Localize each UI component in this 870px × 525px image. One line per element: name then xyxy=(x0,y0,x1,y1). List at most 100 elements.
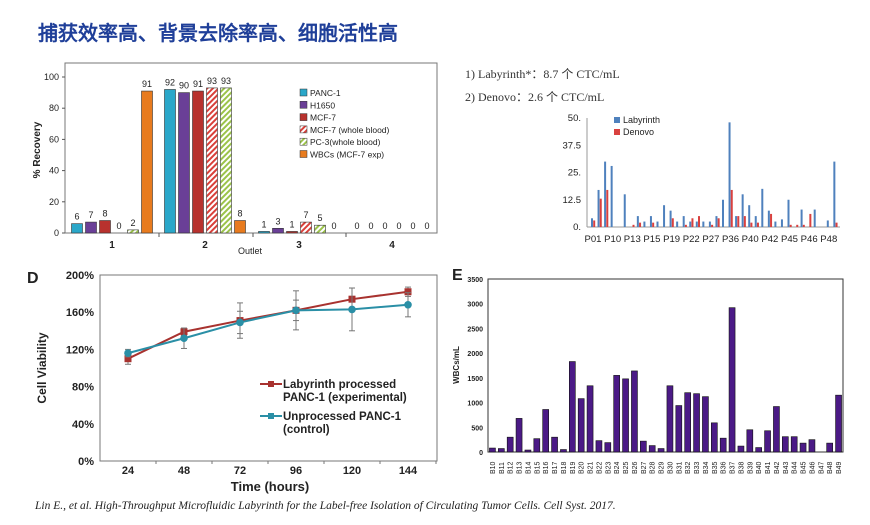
chart-e-ylabel: WBCs/mL xyxy=(452,346,461,384)
data-label: 8 xyxy=(237,209,242,219)
y-tick-label: 3000 xyxy=(467,302,483,309)
x-tick-label: B43 xyxy=(783,461,790,474)
y-tick-label: 80% xyxy=(72,382,94,394)
data-point xyxy=(404,288,412,296)
bar xyxy=(663,205,666,227)
bar xyxy=(498,448,505,453)
bar xyxy=(761,188,764,227)
x-tick-label: P22 xyxy=(683,234,700,245)
x-tick-label: B13 xyxy=(517,461,524,474)
data-label: 1 xyxy=(289,219,294,229)
bar xyxy=(164,89,176,234)
bar xyxy=(649,216,652,227)
bar xyxy=(750,222,753,227)
y-tick-label: 12.5 xyxy=(563,195,582,206)
bar xyxy=(764,430,771,453)
x-tick-label: B38 xyxy=(738,461,745,474)
x-tick-label: B33 xyxy=(694,461,701,474)
bar xyxy=(746,429,754,453)
x-tick-label: B35 xyxy=(712,461,719,474)
bar xyxy=(657,448,665,453)
legend-swatch xyxy=(299,137,308,146)
data-label: 0 xyxy=(382,221,387,231)
bar xyxy=(206,87,218,234)
chart-a-xlabel: Outlet xyxy=(238,246,263,256)
x-tick-label: P01 xyxy=(585,234,602,245)
bar xyxy=(728,307,736,453)
x-tick-label: P40 xyxy=(742,234,759,245)
legend-label: MCF-7 xyxy=(310,113,336,123)
x-tick-label: 24 xyxy=(122,465,135,477)
bar xyxy=(604,442,612,453)
bar xyxy=(314,224,326,234)
x-tick-label: B40 xyxy=(756,461,763,474)
data-point xyxy=(236,318,244,327)
bar xyxy=(813,209,816,227)
bar xyxy=(613,375,620,453)
bar xyxy=(711,224,714,227)
x-tick-label: B27 xyxy=(641,461,648,474)
x-tick-label: B31 xyxy=(676,461,683,474)
bar xyxy=(835,394,842,453)
x-tick-label: B12 xyxy=(508,461,515,474)
note-labyrinth: 1) Labyrinth*：8.7 个 CTC/mL xyxy=(465,67,620,81)
legend-swatch xyxy=(299,101,308,109)
bar xyxy=(684,392,691,453)
x-tick-label: B32 xyxy=(685,461,692,474)
legend-label: Labyrinth xyxy=(623,115,660,125)
bar xyxy=(599,198,602,227)
x-tick-label: B30 xyxy=(667,461,674,474)
group-label: 3 xyxy=(296,240,302,251)
data-label: 93 xyxy=(207,76,217,86)
data-label: 8 xyxy=(102,209,107,219)
data-label: 0 xyxy=(368,221,373,231)
y-tick-label: 0 xyxy=(479,450,483,457)
x-tick-label: P13 xyxy=(624,234,641,245)
x-tick-label: B26 xyxy=(632,461,639,474)
bar xyxy=(789,224,792,227)
x-tick-label: B48 xyxy=(827,461,834,474)
bar xyxy=(604,161,607,227)
bar xyxy=(826,442,833,453)
bar xyxy=(774,221,777,227)
legend-label: PC-3(whole blood) xyxy=(310,137,381,147)
y-tick-label: 100 xyxy=(44,72,59,82)
y-tick-label: 80 xyxy=(49,103,59,113)
bar xyxy=(85,221,97,234)
bar xyxy=(735,216,738,227)
y-tick-label: 2000 xyxy=(467,351,483,358)
plot-frame xyxy=(487,278,844,453)
legend-label: Denovo xyxy=(623,127,654,137)
x-tick-label: B22 xyxy=(596,461,603,474)
legend-marker xyxy=(268,381,274,387)
bar xyxy=(722,199,724,227)
page-title: 捕获效率高、背景去除率高、细胞活性高 xyxy=(38,21,398,45)
bar xyxy=(715,216,718,227)
bar xyxy=(489,447,496,453)
bar xyxy=(743,216,746,227)
bar xyxy=(586,385,594,453)
x-tick-label: B49 xyxy=(836,461,843,474)
bar xyxy=(770,213,773,227)
x-tick-label: B36 xyxy=(721,461,728,474)
bar xyxy=(698,216,700,227)
y-tick-label: 0 xyxy=(54,228,59,238)
legend-swatch xyxy=(614,129,620,135)
bar xyxy=(192,90,204,234)
x-tick-label: P46 xyxy=(801,234,818,245)
chart-d-xlabel: Time (hours) xyxy=(231,479,310,494)
bar xyxy=(595,440,603,453)
legend-label: PANC-1 xyxy=(310,88,341,98)
bar xyxy=(730,189,733,227)
data-label: 92 xyxy=(165,77,175,87)
x-tick-label: B45 xyxy=(801,461,808,474)
data-point xyxy=(124,355,132,363)
bar xyxy=(300,221,312,234)
legend-swatch xyxy=(299,113,308,121)
x-tick-label: P15 xyxy=(643,234,660,245)
bar xyxy=(286,231,298,234)
data-point xyxy=(348,305,356,314)
y-tick-label: 50. xyxy=(568,113,581,124)
data-label: 6 xyxy=(74,212,79,222)
x-tick-label: 72 xyxy=(234,465,246,477)
